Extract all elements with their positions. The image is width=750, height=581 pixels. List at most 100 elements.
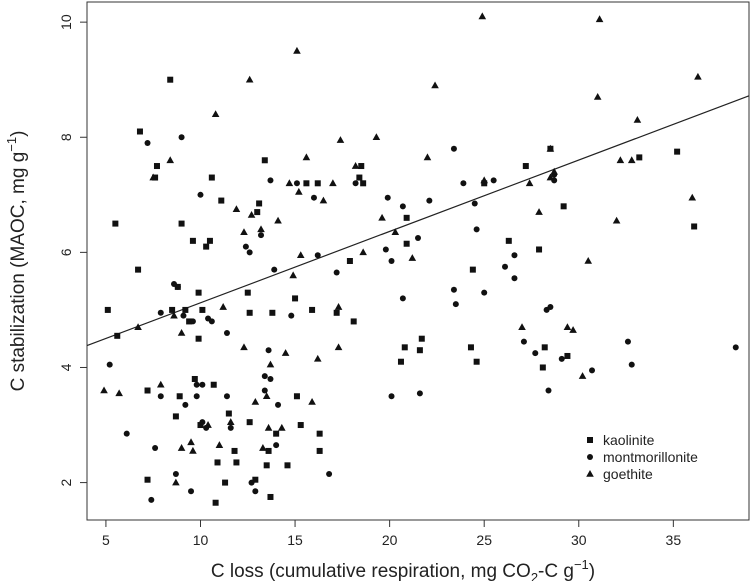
kaolinite-point xyxy=(314,180,321,187)
x-tick-label: 20 xyxy=(382,532,398,548)
goethite-point xyxy=(156,380,165,388)
montmorillonite-point xyxy=(473,226,480,233)
kaolinite-point xyxy=(144,476,151,483)
regression-line xyxy=(86,95,750,347)
kaolinite-point xyxy=(104,306,111,313)
goethite-point xyxy=(334,343,343,351)
goethite-point xyxy=(240,228,248,236)
kaolinite-point xyxy=(178,220,185,227)
kaolinite-point xyxy=(333,309,340,316)
kaolinite-point xyxy=(203,243,210,250)
montmorillonite-point xyxy=(180,312,187,319)
montmorillonite-point xyxy=(288,312,295,319)
y-axis-label: C stabilization (MAOC, mg g−1) xyxy=(4,131,29,392)
kaolinite-point xyxy=(252,476,259,483)
goethite-point xyxy=(578,372,587,379)
kaolinite-point xyxy=(522,163,529,170)
kaolinite-point xyxy=(112,220,119,227)
montmorillonite-point xyxy=(624,338,631,345)
kaolinite-point xyxy=(403,240,410,247)
montmorillonite-point xyxy=(123,430,130,437)
montmorillonite-point xyxy=(399,203,406,210)
goethite-point xyxy=(302,153,311,161)
goethite-point xyxy=(546,144,555,152)
legend-label-montmorillonite: montmorillonite xyxy=(603,449,698,465)
series-goethite xyxy=(100,12,702,486)
goethite-point xyxy=(100,386,108,394)
kaolinite-point xyxy=(418,335,425,342)
legend-marker-montmorillonite xyxy=(587,454,593,460)
legend-label-goethite: goethite xyxy=(603,466,653,482)
montmorillonite-point xyxy=(399,295,406,302)
y-tick-label: 4 xyxy=(58,363,74,371)
kaolinite-point xyxy=(218,197,225,204)
kaolinite-point xyxy=(225,410,232,417)
montmorillonite-point xyxy=(415,234,421,241)
montmorillonite-point xyxy=(384,194,391,201)
goethite-point xyxy=(247,210,256,218)
kaolinite-point xyxy=(539,364,546,371)
montmorillonite-point xyxy=(388,393,395,400)
goethite-point xyxy=(266,360,275,368)
kaolinite-point xyxy=(135,266,142,273)
kaolinite-point xyxy=(206,237,213,244)
kaolinite-point xyxy=(564,352,571,359)
y-tick-label: 6 xyxy=(58,248,74,256)
kaolinite-point xyxy=(136,128,143,135)
goethite-point xyxy=(478,12,487,20)
goethite-point xyxy=(149,173,157,181)
kaolinite-point xyxy=(309,306,316,313)
goethite-point xyxy=(359,248,367,256)
montmorillonite-point xyxy=(223,329,230,336)
montmorillonite-point xyxy=(416,390,423,397)
kaolinite-point xyxy=(316,447,323,454)
kaolinite-point xyxy=(467,344,474,351)
kaolinite-point xyxy=(536,246,543,253)
goethite-point xyxy=(257,225,265,233)
goethite-point xyxy=(480,176,488,184)
legend-marker-goethite xyxy=(586,470,594,477)
kaolinite-point xyxy=(469,266,476,273)
goethite-point xyxy=(172,478,180,486)
series-kaolinite xyxy=(104,76,698,506)
kaolinite-point xyxy=(297,422,304,429)
goethite-point xyxy=(535,208,543,215)
kaolinite-point xyxy=(263,462,270,469)
kaolinite-point xyxy=(397,358,404,365)
goethite-point xyxy=(274,216,282,224)
montmorillonite-point xyxy=(106,361,113,368)
goethite-point xyxy=(281,349,290,356)
goethite-point xyxy=(219,303,227,310)
kaolinite-point xyxy=(636,154,643,161)
kaolinite-point xyxy=(401,344,408,351)
montmorillonite-point xyxy=(189,318,196,325)
goethite-point xyxy=(616,156,625,164)
goethite-point xyxy=(627,156,636,164)
kaolinite-point xyxy=(172,413,179,420)
goethite-point xyxy=(546,173,555,181)
goethite-point xyxy=(115,389,123,397)
kaolinite-point xyxy=(182,306,189,313)
goethite-point xyxy=(177,444,186,451)
montmorillonite-point xyxy=(208,318,215,325)
kaolinite-point xyxy=(273,430,280,437)
montmorillonite-point xyxy=(628,361,635,368)
kaolinite-point xyxy=(267,493,274,500)
montmorillonite-point xyxy=(246,249,253,256)
kaolinite-point xyxy=(350,318,357,325)
montmorillonite-point xyxy=(382,246,389,253)
montmorillonite-point xyxy=(223,393,230,400)
montmorillonite-point xyxy=(157,309,164,316)
goethite-point xyxy=(232,205,241,212)
montmorillonite-point xyxy=(589,367,596,374)
montmorillonite-point xyxy=(248,479,255,486)
goethite-point xyxy=(336,136,345,143)
montmorillonite-point xyxy=(293,180,300,187)
y-tick-label: 10 xyxy=(58,14,74,30)
goethite-point xyxy=(289,271,297,279)
goethite-point xyxy=(633,115,642,123)
montmorillonite-point xyxy=(261,387,268,394)
kaolinite-point xyxy=(560,203,567,210)
montmorillonite-point xyxy=(426,197,433,204)
